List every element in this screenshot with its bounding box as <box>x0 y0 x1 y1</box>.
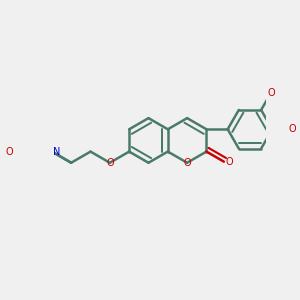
Text: N: N <box>53 147 60 157</box>
Text: O: O <box>183 158 191 168</box>
Text: O: O <box>226 157 234 166</box>
Text: O: O <box>106 158 114 168</box>
Text: O: O <box>5 147 13 157</box>
Text: O: O <box>267 88 275 98</box>
Text: O: O <box>289 124 296 134</box>
